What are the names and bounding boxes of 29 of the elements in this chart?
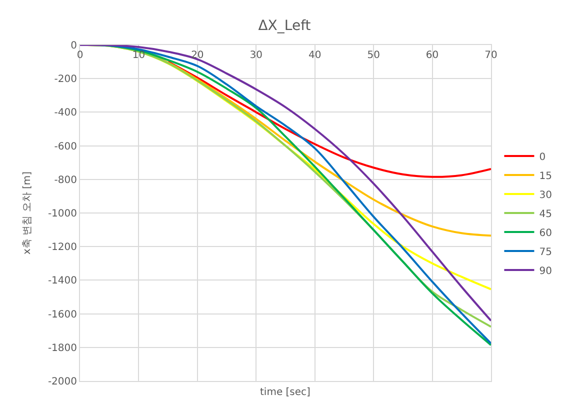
legend-label: 30 (539, 190, 552, 201)
y-tick-label: -600 (54, 141, 77, 152)
legend-label: 0 (539, 152, 546, 163)
legend-label: 60 (539, 228, 552, 239)
x-tick-label: 30 (250, 50, 263, 61)
x-tick-label: 20 (191, 50, 204, 61)
y-tick-label: 0 (70, 40, 77, 52)
chart-title: ΔX_Left (258, 18, 312, 34)
legend-label: 90 (539, 266, 552, 277)
y-tick-label: -1000 (48, 208, 77, 220)
y-tick-label: -800 (54, 174, 77, 186)
y-tick-label: -200 (54, 74, 77, 86)
y-axis-title: x축 변침 오차 [m] (22, 171, 33, 254)
line-series (167, 60, 491, 178)
x-axis-title: time [sec] (260, 387, 311, 398)
y-tick-label: -1200 (48, 242, 77, 254)
x-tick-label: 40 (308, 50, 322, 61)
x-tick-label: 10 (132, 50, 146, 61)
x-tick-label: 50 (367, 50, 380, 61)
x-tick-label: 60 (426, 50, 439, 61)
y-tick-label: -1400 (48, 276, 77, 287)
legend-label: 75 (539, 246, 552, 258)
y-tick-label: -1600 (48, 309, 77, 320)
legend-label: 15 (539, 170, 552, 182)
legend-label: 45 (539, 208, 552, 220)
y-tick-label: -1800 (48, 342, 77, 354)
y-tick-label: -2000 (48, 376, 77, 388)
x-tick-label: 70 (484, 50, 498, 61)
y-tick-label: -400 (54, 108, 77, 119)
